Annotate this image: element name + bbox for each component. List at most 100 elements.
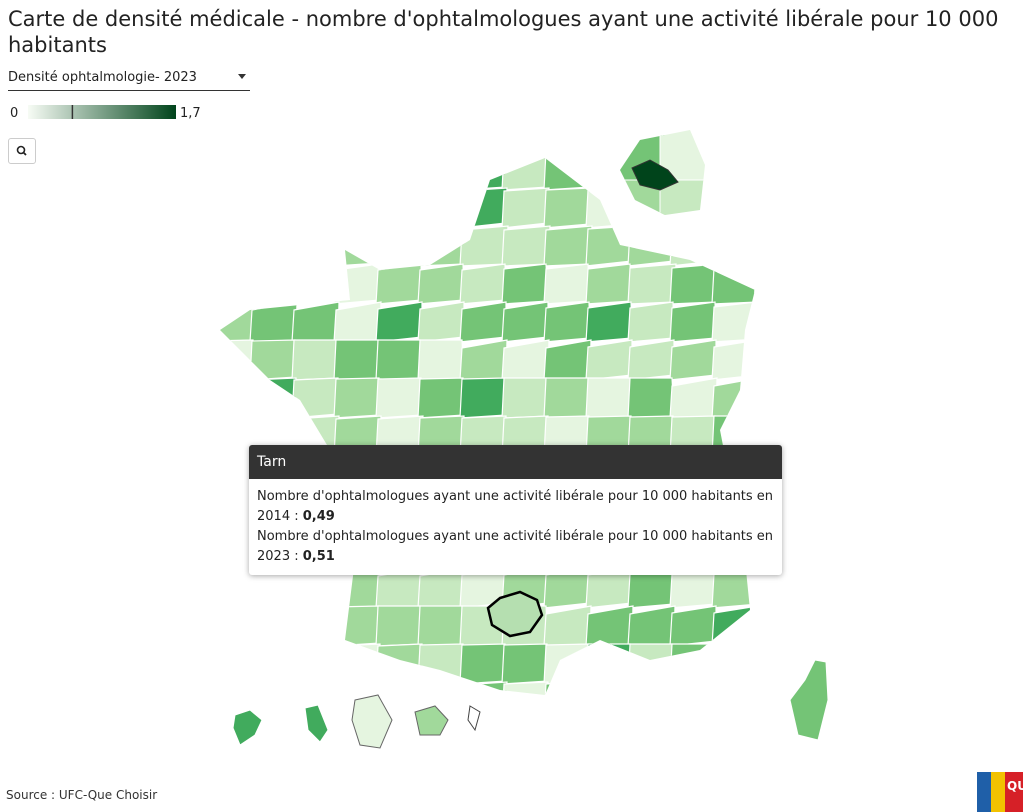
department[interactable] bbox=[208, 150, 256, 191]
department[interactable] bbox=[753, 339, 800, 381]
department[interactable] bbox=[249, 263, 297, 305]
dropdown[interactable]: Densité ophtalmologie- 2023 bbox=[8, 70, 250, 91]
department[interactable] bbox=[501, 681, 549, 722]
department[interactable] bbox=[585, 681, 633, 722]
department[interactable] bbox=[208, 225, 255, 267]
department[interactable] bbox=[333, 150, 381, 191]
department[interactable] bbox=[417, 339, 465, 381]
department[interactable] bbox=[459, 225, 509, 267]
department[interactable] bbox=[501, 150, 549, 191]
department[interactable] bbox=[753, 187, 800, 229]
department[interactable] bbox=[417, 377, 465, 419]
department[interactable] bbox=[669, 377, 718, 419]
department[interactable] bbox=[291, 377, 339, 419]
department[interactable] bbox=[543, 643, 591, 685]
department[interactable] bbox=[291, 605, 339, 647]
department[interactable] bbox=[291, 225, 339, 267]
department[interactable] bbox=[375, 339, 423, 381]
department[interactable] bbox=[333, 301, 382, 343]
department[interactable] bbox=[333, 263, 381, 305]
department[interactable] bbox=[208, 643, 256, 685]
tarn-outline[interactable] bbox=[486, 590, 544, 638]
department[interactable] bbox=[417, 263, 465, 305]
department[interactable] bbox=[711, 643, 758, 685]
department[interactable] bbox=[375, 225, 423, 267]
department[interactable] bbox=[333, 187, 383, 229]
department[interactable] bbox=[543, 339, 592, 381]
department[interactable] bbox=[585, 643, 633, 685]
department[interactable] bbox=[208, 453, 255, 495]
department[interactable] bbox=[627, 339, 675, 381]
department[interactable] bbox=[501, 643, 549, 685]
department[interactable] bbox=[543, 681, 591, 722]
department[interactable] bbox=[249, 605, 297, 647]
department[interactable] bbox=[208, 377, 255, 419]
department[interactable] bbox=[501, 339, 550, 381]
department[interactable] bbox=[627, 605, 676, 647]
department[interactable] bbox=[711, 377, 759, 419]
department[interactable] bbox=[711, 605, 758, 647]
department[interactable] bbox=[459, 150, 507, 191]
department[interactable] bbox=[543, 377, 591, 419]
department[interactable] bbox=[627, 377, 675, 419]
department[interactable] bbox=[711, 225, 759, 267]
department[interactable] bbox=[669, 643, 717, 685]
department[interactable] bbox=[501, 263, 549, 305]
department[interactable] bbox=[585, 263, 633, 305]
department[interactable] bbox=[249, 339, 297, 381]
reunion[interactable] bbox=[414, 705, 449, 736]
department[interactable] bbox=[208, 263, 255, 305]
mayotte[interactable] bbox=[467, 705, 481, 732]
department[interactable] bbox=[669, 263, 719, 305]
department[interactable] bbox=[291, 150, 340, 191]
department[interactable] bbox=[375, 643, 423, 685]
department[interactable] bbox=[208, 491, 255, 533]
department[interactable] bbox=[501, 225, 551, 267]
department[interactable] bbox=[753, 225, 800, 267]
department[interactable] bbox=[375, 263, 423, 305]
department[interactable] bbox=[659, 179, 710, 235]
department[interactable] bbox=[669, 301, 717, 343]
department[interactable] bbox=[459, 643, 507, 685]
department[interactable] bbox=[417, 643, 465, 685]
department[interactable] bbox=[501, 187, 550, 229]
corsica[interactable] bbox=[789, 659, 829, 741]
department[interactable] bbox=[249, 301, 298, 343]
department[interactable] bbox=[543, 263, 591, 305]
department[interactable] bbox=[753, 150, 800, 191]
martinique[interactable] bbox=[304, 704, 329, 743]
department[interactable] bbox=[459, 681, 508, 722]
department[interactable] bbox=[459, 377, 507, 419]
department[interactable] bbox=[417, 605, 465, 647]
department[interactable] bbox=[208, 605, 255, 647]
department[interactable] bbox=[669, 225, 718, 267]
department[interactable] bbox=[711, 150, 758, 191]
department[interactable] bbox=[417, 187, 466, 229]
department[interactable] bbox=[627, 263, 677, 305]
department[interactable] bbox=[375, 150, 423, 191]
department[interactable] bbox=[711, 301, 758, 343]
department[interactable] bbox=[501, 301, 549, 343]
department[interactable] bbox=[208, 567, 255, 609]
department[interactable] bbox=[291, 643, 339, 685]
department[interactable] bbox=[711, 263, 760, 305]
department[interactable] bbox=[585, 301, 633, 343]
department[interactable] bbox=[543, 225, 593, 267]
department[interactable] bbox=[543, 605, 592, 647]
department[interactable] bbox=[417, 225, 467, 267]
department[interactable] bbox=[208, 187, 257, 229]
department[interactable] bbox=[459, 339, 508, 381]
department[interactable] bbox=[669, 681, 717, 722]
department[interactable] bbox=[585, 605, 634, 647]
department[interactable] bbox=[459, 301, 507, 343]
department[interactable] bbox=[711, 339, 758, 381]
department[interactable] bbox=[333, 377, 381, 419]
department[interactable] bbox=[585, 377, 633, 419]
department[interactable] bbox=[375, 187, 424, 229]
department[interactable] bbox=[249, 643, 298, 685]
guadeloupe[interactable] bbox=[232, 709, 263, 746]
department[interactable] bbox=[753, 263, 802, 305]
department[interactable] bbox=[753, 643, 801, 685]
department[interactable] bbox=[208, 529, 256, 571]
department[interactable] bbox=[753, 301, 800, 343]
